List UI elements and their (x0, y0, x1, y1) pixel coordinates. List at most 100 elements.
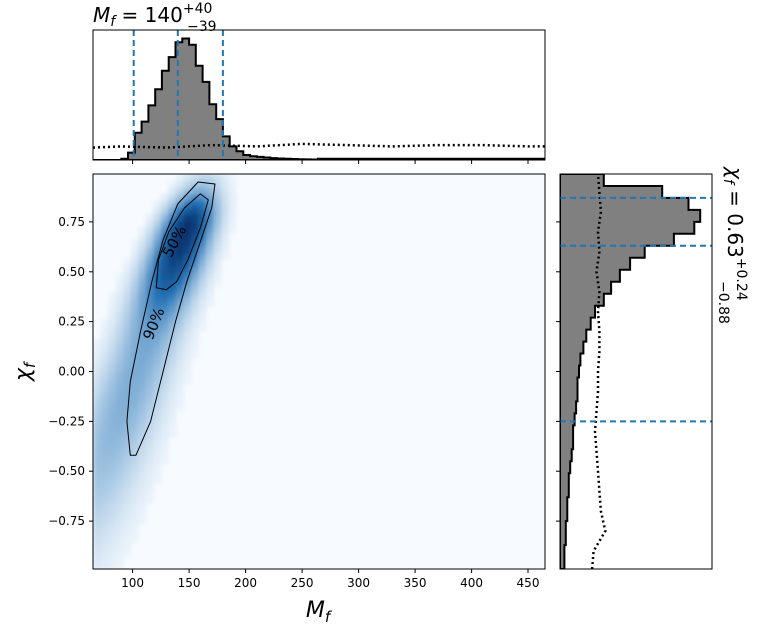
density-cell (160, 345, 169, 353)
density-cell (168, 279, 177, 287)
density-cell (123, 516, 132, 524)
density-cell (190, 239, 200, 248)
density-cell (175, 364, 184, 373)
density-cell (228, 174, 237, 182)
density-cell (168, 180, 177, 188)
density-cell (115, 371, 124, 379)
density-cell (168, 397, 177, 406)
density-cell (123, 404, 132, 412)
density-cell (138, 246, 147, 254)
density-cell (168, 338, 177, 346)
density-cell (138, 509, 147, 517)
density-cell (145, 345, 154, 353)
density-cell (108, 509, 117, 517)
x-tick-label: 450 (517, 576, 540, 590)
density-cell (175, 299, 184, 307)
density-cell (93, 404, 102, 412)
density-cell (115, 417, 124, 425)
density-cell (100, 562, 109, 569)
density-cell (145, 364, 154, 373)
density-cell (108, 358, 117, 366)
density-cell (183, 246, 192, 254)
density-cell (145, 305, 154, 313)
density-cell (175, 371, 184, 379)
density-cell (153, 299, 162, 307)
density-cell (93, 496, 102, 504)
density-cell (100, 417, 109, 425)
density-cell (93, 555, 102, 564)
density-cell (138, 496, 147, 504)
density-cell (138, 411, 147, 419)
y-tick-label: −0.75 (48, 514, 85, 528)
density-cell (213, 200, 222, 208)
density-cell (183, 279, 192, 287)
density-cell (153, 424, 162, 432)
density-cell (153, 476, 162, 485)
density-cell (206, 253, 215, 261)
density-cell (145, 246, 154, 254)
density-cell (115, 404, 124, 412)
density-cell (221, 200, 230, 208)
density-cell (153, 470, 162, 478)
density-cell (168, 404, 177, 412)
contour-90-line (126, 181, 216, 456)
density-cell (190, 233, 200, 241)
density-cell (183, 338, 192, 346)
density-cell (190, 193, 200, 201)
density-cell (213, 253, 222, 261)
density-cell (138, 338, 147, 346)
density-cell (108, 338, 117, 346)
density-cell (175, 345, 184, 353)
density-cell (100, 411, 109, 419)
density-cell (228, 200, 237, 208)
density-cell (145, 239, 154, 248)
spin-marginal-ticks (556, 221, 560, 522)
density-cell (123, 490, 132, 498)
density-cell (145, 220, 154, 228)
density-cell (213, 233, 222, 241)
density-cell (108, 457, 117, 465)
density-cell (183, 345, 192, 353)
mass-title: Mf = 140+40 −39 (93, 1, 217, 35)
density-cell (123, 470, 132, 478)
density-cell (108, 318, 117, 327)
density-cell (108, 450, 117, 458)
density-cell (168, 272, 177, 280)
density-cell (153, 384, 162, 392)
density-cell (206, 285, 215, 294)
density-cell (100, 509, 109, 517)
spin-title: χf = 0.63+0.24−0.88 (715, 166, 749, 324)
density-cell (160, 378, 169, 386)
density-cell (206, 180, 215, 188)
density-cell (100, 371, 109, 379)
density-cell (93, 351, 102, 359)
density-cell (115, 555, 124, 564)
density-cell (108, 411, 117, 419)
density-cell (206, 266, 215, 274)
density-cell (198, 266, 207, 274)
density-cell (145, 470, 154, 478)
density-cell (228, 206, 237, 215)
density-cell (115, 378, 124, 386)
density-cell (160, 193, 169, 201)
density-cell (168, 200, 177, 208)
density-cell (115, 411, 124, 419)
density-cell (168, 187, 177, 195)
density-cell (123, 272, 132, 280)
density-cell (183, 174, 192, 182)
density-cell (198, 272, 207, 280)
density-cell (198, 292, 207, 300)
density-cell (108, 476, 117, 485)
density-cell (183, 325, 192, 333)
density-cell (123, 457, 132, 465)
density-cell (183, 239, 192, 248)
density-cell (130, 404, 139, 412)
density-cell (93, 345, 102, 353)
density-cell (130, 457, 139, 465)
density-cell (175, 272, 184, 280)
density-cell (160, 200, 169, 208)
density-cell (108, 299, 117, 307)
density-cell (108, 371, 117, 379)
density-cell (138, 384, 147, 392)
density-cell (115, 305, 124, 313)
